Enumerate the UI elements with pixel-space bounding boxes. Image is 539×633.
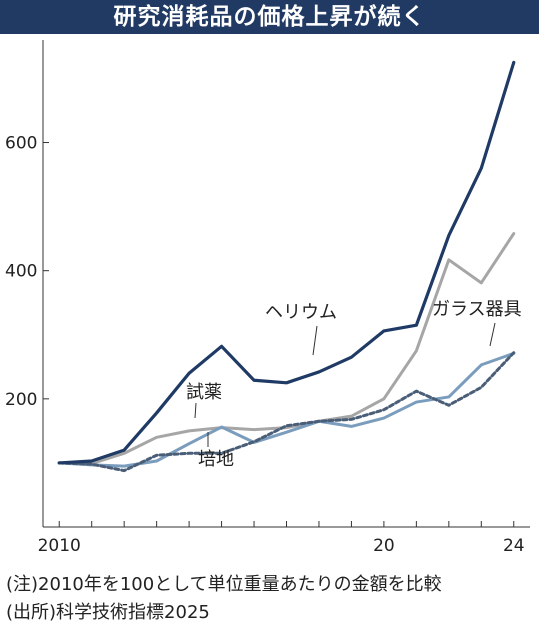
series-label: 培地 xyxy=(198,449,234,470)
chart-title: 研究消耗品の価格上昇が続く xyxy=(0,0,539,34)
axes: 200 400 600 2010 20 24 xyxy=(5,40,530,556)
series-line xyxy=(57,351,516,473)
y-tick-label: 200 xyxy=(5,390,37,410)
label-leader-line xyxy=(489,322,496,347)
series-line xyxy=(57,232,516,466)
series-label: ヘリウム xyxy=(265,302,337,323)
series-line xyxy=(57,351,516,468)
x-tick-label: 2010 xyxy=(38,536,81,556)
series-lines xyxy=(57,60,516,473)
note-text: (注)2010年を100として単位重量あたりの金額を比較 xyxy=(6,574,442,595)
y-tick-label: 400 xyxy=(5,262,37,282)
x-tick-label: 20 xyxy=(373,536,395,556)
series-label: ガラス器具 xyxy=(432,299,522,320)
y-tick-label: 600 xyxy=(5,134,37,154)
x-tick-label: 24 xyxy=(503,536,525,556)
series-label: 試薬 xyxy=(186,382,222,403)
label-leader-line xyxy=(312,325,318,356)
label-leader-line xyxy=(194,402,197,419)
source-text: (出所)科学技術指標2025 xyxy=(6,602,210,623)
series-line xyxy=(57,60,516,465)
